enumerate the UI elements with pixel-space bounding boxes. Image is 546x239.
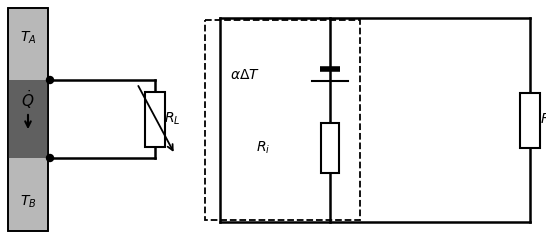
Text: $\dot{Q}$: $\dot{Q}$: [21, 88, 35, 111]
Text: $T_A$: $T_A$: [20, 30, 36, 46]
Text: $R_i$: $R_i$: [256, 140, 270, 156]
Text: $R_L$: $R_L$: [540, 112, 546, 128]
Circle shape: [46, 154, 54, 162]
Bar: [8, 8, 48, 231]
Bar: [205, 20, 360, 220]
Text: $R_L$: $R_L$: [164, 111, 181, 127]
Circle shape: [46, 76, 54, 83]
Text: $\alpha\Delta T$: $\alpha\Delta T$: [230, 68, 260, 82]
Bar: [145, 92, 165, 147]
Bar: [8, 8, 48, 231]
Text: $T_B$: $T_B$: [20, 194, 36, 210]
Bar: [520, 92, 540, 147]
Bar: [321, 123, 339, 173]
Bar: [8, 80, 48, 158]
